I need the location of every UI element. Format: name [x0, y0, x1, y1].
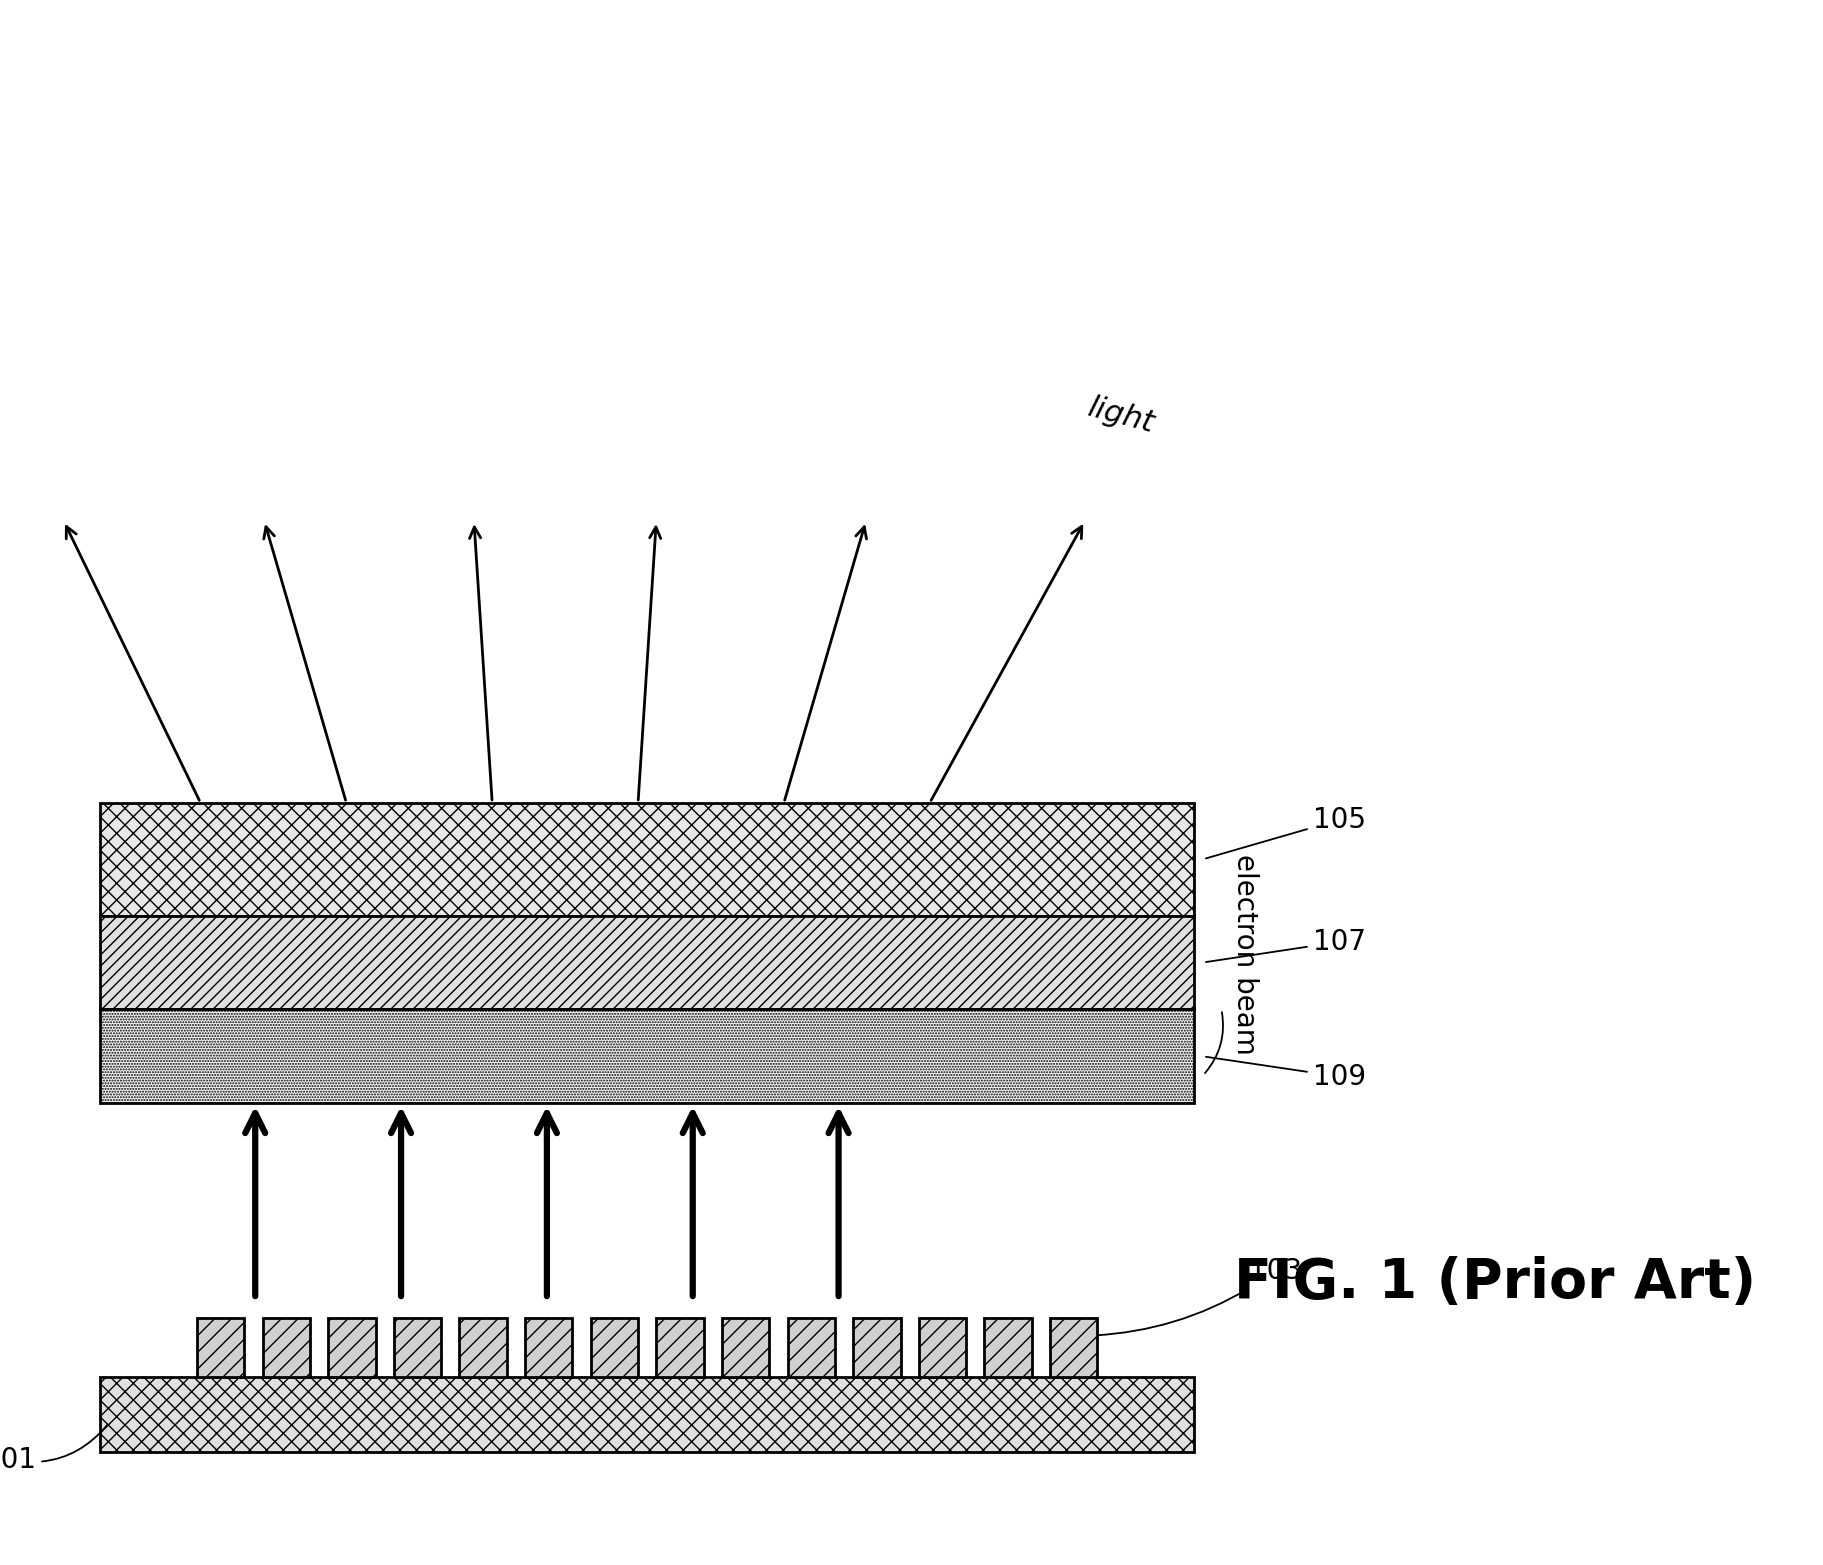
Text: electron beam: electron beam — [1231, 854, 1258, 1055]
Bar — [788, 1318, 835, 1377]
Bar — [919, 1318, 966, 1377]
Bar — [197, 1318, 244, 1377]
Bar — [100, 1009, 1194, 1103]
Bar — [656, 1318, 704, 1377]
Text: 101: 101 — [0, 1424, 108, 1474]
Text: light: light — [1085, 393, 1158, 438]
Bar — [525, 1318, 572, 1377]
Bar — [100, 803, 1194, 916]
Bar — [100, 1377, 1194, 1452]
Bar — [1050, 1318, 1097, 1377]
Bar — [459, 1318, 507, 1377]
Text: FIG. 1 (Prior Art): FIG. 1 (Prior Art) — [1234, 1257, 1756, 1310]
Text: 105: 105 — [1205, 806, 1365, 859]
Text: 103: 103 — [1096, 1257, 1302, 1335]
Bar — [100, 916, 1194, 1009]
Text: 107: 107 — [1207, 928, 1365, 962]
Text: 109: 109 — [1207, 1056, 1365, 1091]
Bar — [328, 1318, 376, 1377]
Bar — [853, 1318, 901, 1377]
Bar — [722, 1318, 769, 1377]
Bar — [263, 1318, 310, 1377]
Bar — [984, 1318, 1032, 1377]
Bar — [394, 1318, 441, 1377]
Bar — [591, 1318, 638, 1377]
